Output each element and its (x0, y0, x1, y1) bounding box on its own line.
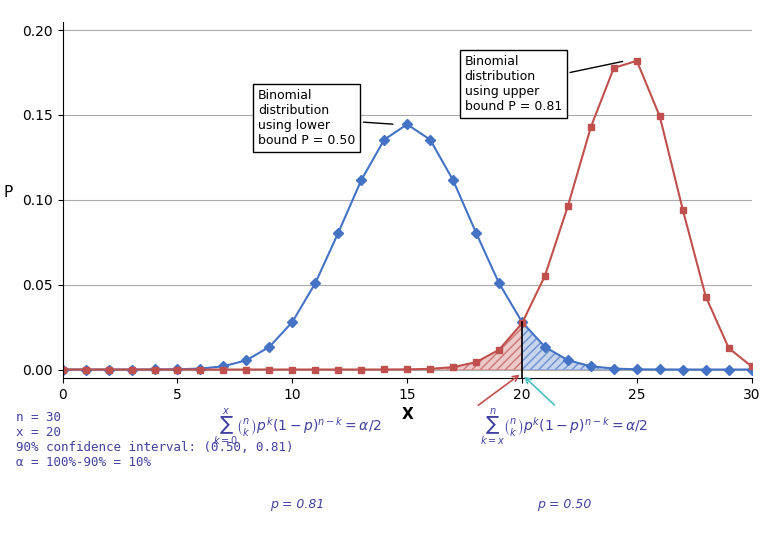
Text: $\sum_{k=x}^{n}\binom{n}{k}p^k(1-p)^{n-k}=\alpha/2$: $\sum_{k=x}^{n}\binom{n}{k}p^k(1-p)^{n-k… (480, 407, 648, 448)
Text: p = 0.81: p = 0.81 (270, 498, 325, 511)
Text: Binomial
distribution
using lower
bound P = 0.50: Binomial distribution using lower bound … (258, 89, 393, 147)
Text: Binomial
distribution
using upper
bound P = 0.81: Binomial distribution using upper bound … (464, 56, 622, 113)
Text: n = 30
x = 20
90% confidence interval: (0.50, 0.81)
α = 100%-90% = 10%: n = 30 x = 20 90% confidence interval: (… (16, 411, 293, 469)
Text: p = 0.50: p = 0.50 (536, 498, 591, 511)
Text: $\sum_{k=0}^{x}\binom{n}{k}p^k(1-p)^{n-k}=\alpha/2$: $\sum_{k=0}^{x}\binom{n}{k}p^k(1-p)^{n-k… (213, 407, 382, 448)
Y-axis label: P: P (4, 185, 13, 200)
X-axis label: X: X (401, 407, 413, 422)
